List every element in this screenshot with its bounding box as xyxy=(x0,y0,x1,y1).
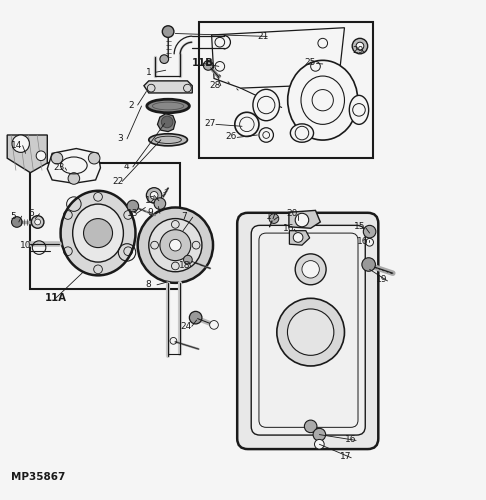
Circle shape xyxy=(312,90,333,111)
Circle shape xyxy=(295,254,326,285)
Circle shape xyxy=(160,55,169,64)
Circle shape xyxy=(277,298,345,366)
Text: 22: 22 xyxy=(113,177,124,186)
Text: 16: 16 xyxy=(357,237,368,246)
Circle shape xyxy=(293,232,303,242)
Polygon shape xyxy=(289,210,320,228)
Ellipse shape xyxy=(147,99,190,113)
Text: 16: 16 xyxy=(283,224,294,233)
Circle shape xyxy=(146,188,162,203)
Ellipse shape xyxy=(61,191,136,276)
Circle shape xyxy=(287,309,334,356)
Circle shape xyxy=(12,216,22,228)
Text: 10: 10 xyxy=(20,240,31,250)
Circle shape xyxy=(150,192,158,200)
Text: 7: 7 xyxy=(181,212,187,220)
Polygon shape xyxy=(7,135,47,172)
Ellipse shape xyxy=(301,76,345,124)
Circle shape xyxy=(184,256,192,264)
Circle shape xyxy=(162,26,174,38)
Text: 19: 19 xyxy=(376,276,387,284)
Circle shape xyxy=(88,152,100,164)
Circle shape xyxy=(161,116,173,128)
Circle shape xyxy=(36,151,46,160)
Circle shape xyxy=(51,152,63,164)
Bar xyxy=(31,163,180,288)
Text: 9: 9 xyxy=(147,208,153,217)
Ellipse shape xyxy=(73,204,123,262)
Circle shape xyxy=(314,440,324,449)
Text: 21: 21 xyxy=(258,32,269,41)
Text: 25: 25 xyxy=(305,58,316,67)
Circle shape xyxy=(269,214,279,224)
FancyBboxPatch shape xyxy=(237,213,378,449)
Text: 16: 16 xyxy=(345,435,356,444)
Polygon shape xyxy=(289,230,310,245)
Circle shape xyxy=(35,219,40,225)
Circle shape xyxy=(84,218,113,248)
Circle shape xyxy=(364,226,376,238)
Text: 14: 14 xyxy=(11,141,22,150)
Circle shape xyxy=(32,216,44,228)
Circle shape xyxy=(352,38,368,54)
Text: 15: 15 xyxy=(354,222,365,232)
Circle shape xyxy=(209,320,218,329)
Polygon shape xyxy=(47,148,101,184)
Circle shape xyxy=(170,240,181,251)
Circle shape xyxy=(362,258,375,272)
Text: 27: 27 xyxy=(204,119,216,128)
Ellipse shape xyxy=(149,134,188,146)
Text: 26: 26 xyxy=(226,132,237,141)
Text: 5: 5 xyxy=(10,212,16,220)
Circle shape xyxy=(302,260,319,278)
Ellipse shape xyxy=(253,90,279,120)
Circle shape xyxy=(149,218,202,272)
Text: 24: 24 xyxy=(180,322,191,331)
Circle shape xyxy=(68,172,80,184)
Polygon shape xyxy=(157,114,175,132)
Circle shape xyxy=(304,420,317,432)
Circle shape xyxy=(12,135,30,152)
Text: 23: 23 xyxy=(53,164,65,172)
Text: 17: 17 xyxy=(340,452,351,462)
FancyBboxPatch shape xyxy=(251,226,365,435)
Text: 12: 12 xyxy=(145,196,157,205)
Text: 28: 28 xyxy=(209,81,221,90)
Circle shape xyxy=(160,230,191,260)
Circle shape xyxy=(127,200,139,212)
Text: 13: 13 xyxy=(127,209,139,218)
Text: MP35867: MP35867 xyxy=(11,472,66,482)
Circle shape xyxy=(138,208,213,283)
Circle shape xyxy=(295,214,309,227)
Ellipse shape xyxy=(349,96,369,124)
Circle shape xyxy=(313,428,326,441)
Circle shape xyxy=(356,42,364,50)
Text: 29: 29 xyxy=(352,46,364,56)
Polygon shape xyxy=(144,81,192,93)
Text: 20: 20 xyxy=(286,210,298,218)
Bar xyxy=(199,22,372,158)
Text: 11B: 11B xyxy=(192,58,213,68)
Text: 18: 18 xyxy=(179,261,191,270)
Text: 2: 2 xyxy=(128,100,134,110)
Text: 11A: 11A xyxy=(45,294,67,304)
Circle shape xyxy=(154,198,166,209)
Text: 17: 17 xyxy=(266,212,278,220)
Ellipse shape xyxy=(290,124,313,142)
Circle shape xyxy=(366,238,373,246)
Text: 8: 8 xyxy=(145,280,151,289)
Ellipse shape xyxy=(288,60,358,140)
Text: 3: 3 xyxy=(117,134,123,143)
Polygon shape xyxy=(211,28,345,88)
Text: 1: 1 xyxy=(146,68,152,76)
Circle shape xyxy=(203,60,213,70)
Circle shape xyxy=(190,312,202,324)
Text: 4: 4 xyxy=(123,162,129,172)
Text: 6: 6 xyxy=(28,210,34,218)
